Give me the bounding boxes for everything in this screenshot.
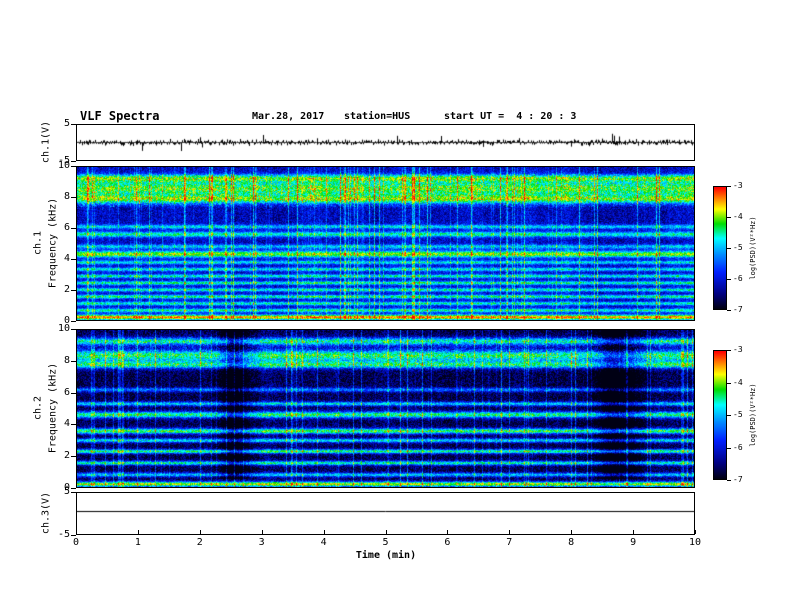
- colorbar-tick-label: -6: [733, 442, 743, 452]
- freq-tick-label: 0: [63, 482, 70, 493]
- tick-mark: [633, 530, 634, 534]
- tick-mark: [71, 492, 76, 493]
- tick-mark: [71, 329, 76, 330]
- freq-tick-label: 10: [57, 323, 70, 334]
- tick-mark: [71, 535, 76, 536]
- tick-mark: [571, 530, 572, 534]
- tick-mark: [695, 530, 696, 534]
- ch1-waveform-plot: [76, 124, 695, 161]
- tick-mark: [447, 530, 448, 534]
- tick-mark: [71, 228, 76, 229]
- colorbar-tick-label: -7: [733, 475, 743, 484]
- tick-mark: [727, 415, 731, 416]
- tick-mark: [262, 530, 263, 534]
- tick-mark: [727, 248, 731, 249]
- freq-tick-label: 6: [63, 222, 70, 233]
- tick-mark: [509, 530, 510, 534]
- start-ut-label: start UT = 4 : 20 : 3: [444, 111, 577, 122]
- colorbar-ch2: [713, 350, 727, 480]
- ch1-channel-label: ch.1: [32, 230, 44, 256]
- time-tick-label: 9: [630, 537, 637, 548]
- time-tick-label: 7: [506, 537, 513, 548]
- tick-mark: [71, 259, 76, 260]
- tick-mark: [727, 448, 731, 449]
- ch3-waveform-plot: [76, 492, 695, 535]
- time-tick-label: 10: [688, 537, 702, 548]
- tick-mark: [727, 480, 731, 481]
- volt-tick-label: -5: [57, 155, 70, 166]
- colorbar-tick-label: -4: [733, 212, 743, 221]
- tick-mark: [324, 530, 325, 534]
- tick-mark: [386, 530, 387, 534]
- time-tick-label: 0: [72, 537, 80, 548]
- tick-mark: [727, 186, 731, 187]
- freq-tick-label: 2: [63, 450, 70, 462]
- tick-mark: [71, 161, 76, 162]
- station-label: station=HUS: [344, 111, 411, 122]
- tick-mark: [138, 530, 139, 534]
- colorbar-tick-label: -6: [733, 274, 743, 283]
- freq-tick-label: 6: [63, 386, 70, 398]
- freq-tick-label: 0: [63, 315, 70, 326]
- colorbar-ch1: [713, 186, 727, 310]
- ch2-spectrogram: [76, 329, 695, 488]
- volt-tick-label: -5: [57, 529, 70, 540]
- tick-mark: [727, 279, 731, 280]
- freq-tick-label: 8: [63, 354, 70, 366]
- ch1-spectrogram: [76, 166, 695, 321]
- ch3-voltage-axis-label: ch.3(V): [40, 491, 52, 535]
- tick-mark: [71, 488, 76, 489]
- time-tick-label: 2: [196, 537, 203, 548]
- tick-mark: [727, 350, 731, 351]
- time-tick-label: 5: [382, 537, 389, 548]
- time-tick-label: 8: [568, 537, 575, 548]
- tick-mark: [71, 424, 76, 425]
- ch2-frequency-axis-label: Frequency (kHz): [47, 362, 59, 454]
- tick-mark: [727, 383, 731, 384]
- time-tick-label: 3: [258, 537, 265, 548]
- tick-mark: [76, 530, 77, 534]
- tick-mark: [71, 456, 76, 457]
- tick-mark: [71, 361, 76, 362]
- ch1-voltage-axis-label: ch.1(V): [40, 120, 52, 164]
- freq-tick-label: 4: [63, 418, 70, 430]
- tick-mark: [71, 393, 76, 394]
- colorbar2-unit-label: log(PSD)(V²*Hz): [749, 383, 757, 447]
- tick-mark: [71, 321, 76, 322]
- tick-mark: [71, 166, 76, 167]
- freq-tick-label: 10: [57, 160, 70, 171]
- ch1-frequency-axis-label: Frequency (kHz): [47, 197, 59, 289]
- volt-tick-label: 5: [63, 486, 70, 497]
- colorbar-tick-label: -4: [733, 377, 743, 387]
- tick-mark: [727, 310, 731, 311]
- freq-tick-label: 2: [63, 284, 70, 295]
- tick-mark: [71, 290, 76, 291]
- figure-title: VLF Spectra: [80, 109, 160, 123]
- time-tick-label: 6: [444, 537, 451, 548]
- date-label: Mar.28, 2017: [252, 111, 325, 122]
- colorbar-tick-label: -3: [733, 345, 743, 354]
- time-axis-label: Time (min): [355, 550, 417, 561]
- volt-tick-label: 5: [63, 118, 70, 129]
- time-tick-label: 1: [134, 537, 141, 548]
- colorbar-tick-label: -5: [733, 410, 743, 419]
- colorbar1-unit-label: log(PSD)(V²*Hz): [749, 216, 757, 280]
- freq-tick-label: 8: [63, 191, 70, 202]
- time-tick-label: 4: [320, 537, 327, 548]
- tick-mark: [71, 197, 76, 198]
- freq-tick-label: 4: [63, 253, 70, 264]
- ch2-channel-label: ch.2: [32, 395, 44, 421]
- tick-mark: [71, 124, 76, 125]
- colorbar-tick-label: -5: [733, 243, 743, 252]
- colorbar-tick-label: -3: [733, 181, 743, 190]
- tick-mark: [727, 217, 731, 218]
- colorbar-tick-label: -7: [733, 305, 743, 314]
- tick-mark: [200, 530, 201, 534]
